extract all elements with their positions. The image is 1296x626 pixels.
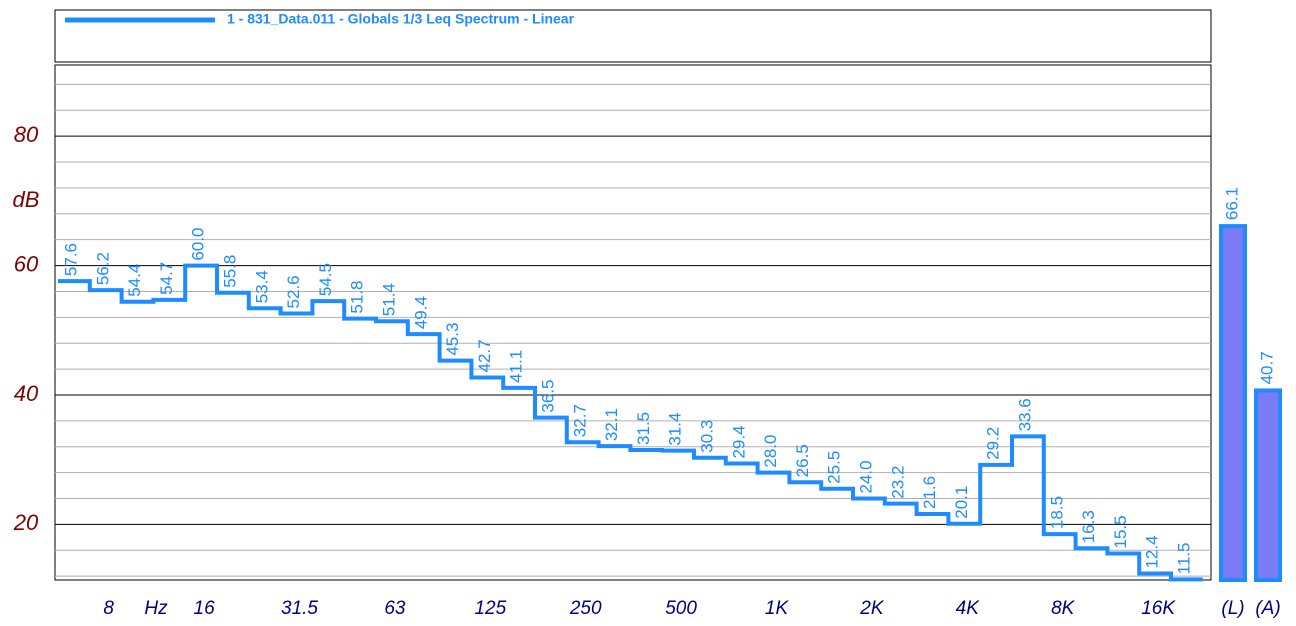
value-label: 45.3 <box>443 323 462 356</box>
value-label: 23.2 <box>888 466 907 499</box>
overall-value-label: 40.7 <box>1257 351 1276 384</box>
plot-frame <box>54 64 1212 581</box>
value-label: 12.4 <box>1143 535 1162 568</box>
overall-x-label: (L) <box>1221 598 1244 619</box>
overall-bar <box>1219 224 1247 582</box>
x-tick-label: 4K <box>956 598 981 619</box>
value-label: 53.4 <box>252 270 271 303</box>
value-label: 29.4 <box>729 425 748 458</box>
y-axis-label: dB <box>13 187 40 212</box>
value-label: 54.7 <box>157 262 176 295</box>
value-label: 25.5 <box>825 451 844 484</box>
spectrum-line <box>58 263 1203 582</box>
value-label: 16.3 <box>1079 510 1098 543</box>
value-label: 51.4 <box>379 283 398 316</box>
x-tick-label: 500 <box>665 598 697 619</box>
x-unit-label: Hz <box>144 598 168 619</box>
value-label: 21.6 <box>920 476 939 509</box>
value-label: 18.5 <box>1047 496 1066 529</box>
y-tick-label: 80 <box>14 122 39 147</box>
value-label: 26.5 <box>793 444 812 477</box>
value-label: 60.0 <box>189 227 208 260</box>
overall-x-label: (A) <box>1255 598 1280 619</box>
value-label: 55.8 <box>220 255 239 288</box>
x-tick-label: 1K <box>765 598 790 619</box>
y-tick-label: 20 <box>13 510 39 535</box>
value-label: 52.6 <box>284 275 303 308</box>
value-label: 33.6 <box>1015 398 1034 431</box>
value-label: 28.0 <box>761 435 780 468</box>
value-label: 20.1 <box>952 486 971 519</box>
x-tick-label: 250 <box>569 598 602 619</box>
x-tick-label: 8K <box>1051 598 1076 619</box>
value-label: 29.2 <box>984 427 1003 460</box>
value-label: 54.5 <box>316 263 335 296</box>
x-tick-label: 63 <box>384 598 406 619</box>
x-tick-label: 2K <box>859 598 885 619</box>
y-tick-label: 60 <box>14 251 39 276</box>
y-tick-label: 40 <box>14 381 39 406</box>
x-tick-label: 16K <box>1141 598 1176 619</box>
value-label: 15.5 <box>1111 515 1130 548</box>
value-label: 32.1 <box>602 408 621 441</box>
overall-value-label: 66.1 <box>1222 187 1241 220</box>
value-label: 57.6 <box>61 243 80 276</box>
x-tick-label: 8 <box>103 598 114 619</box>
value-label: 51.8 <box>348 281 367 314</box>
value-label: 36.5 <box>538 380 557 413</box>
x-tick-label: 31.5 <box>281 598 318 619</box>
value-label: 31.4 <box>666 413 685 446</box>
value-label: 49.4 <box>411 296 430 329</box>
value-label: 41.1 <box>507 350 526 383</box>
overall-bar <box>1254 388 1282 582</box>
value-label: 24.0 <box>856 460 875 493</box>
value-label: 30.3 <box>697 420 716 453</box>
x-tick-label: 16 <box>194 598 216 619</box>
legend-box <box>54 9 1212 63</box>
legend-label: 1 - 831_Data.011 - Globals 1/3 Leq Spect… <box>227 11 575 27</box>
value-label: 11.5 <box>1174 543 1193 575</box>
value-label: 42.7 <box>475 339 494 372</box>
x-tick-label: 125 <box>474 598 506 619</box>
value-label: 31.5 <box>634 412 653 445</box>
value-label: 54.4 <box>125 264 144 297</box>
value-label: 32.7 <box>570 404 589 437</box>
value-label: 56.2 <box>93 252 112 285</box>
